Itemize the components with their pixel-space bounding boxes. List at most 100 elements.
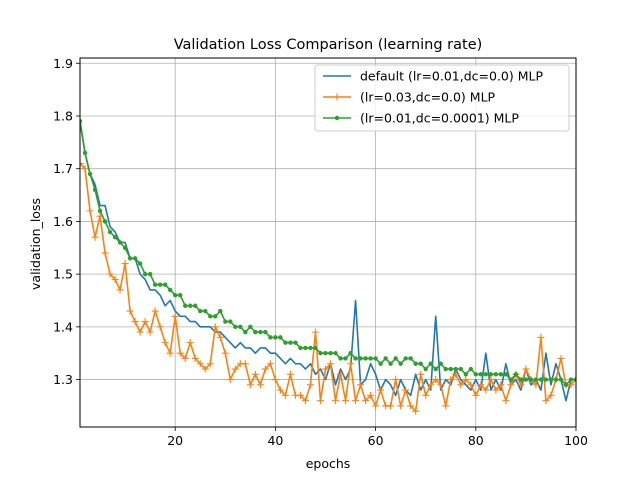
series-3-point	[483, 372, 489, 377]
series-2-point	[517, 381, 525, 389]
series-3-point	[453, 366, 458, 372]
series-3-point	[188, 303, 193, 308]
series-2-point	[342, 397, 350, 405]
series-3-point	[428, 361, 433, 366]
series-3-point	[363, 356, 368, 361]
series-3-point	[308, 345, 313, 351]
series-3-point	[183, 303, 188, 308]
series-2-point	[126, 307, 134, 315]
series-3-point	[338, 356, 343, 361]
series-3-point	[503, 372, 509, 377]
series-3-point	[513, 372, 519, 377]
series-3-point	[97, 208, 103, 214]
series-line-2	[80, 162, 576, 412]
y-tick-label: 1.3	[53, 372, 73, 387]
x-tick-label: 80	[468, 433, 484, 448]
series-3-point	[373, 356, 378, 361]
series-3-point	[142, 271, 148, 277]
y-tick-label: 1.5	[53, 267, 73, 282]
series-3-point	[533, 377, 539, 382]
series-2-point	[176, 349, 184, 357]
series-3-point	[228, 319, 233, 324]
series-2-point	[316, 397, 324, 405]
series-3-point	[348, 351, 353, 356]
series-3-point	[558, 377, 564, 382]
series-2-point	[502, 397, 510, 405]
series-3-point	[388, 361, 393, 366]
series-3-point	[223, 319, 228, 324]
x-tick-label: 100	[564, 433, 588, 448]
series-3-point	[358, 356, 363, 361]
series-2-point	[146, 328, 154, 336]
axes: 20 40 60 80 100 1.3 1.4 1.5 1.6 1.7 1.8 1.9	[53, 56, 588, 448]
series-3-point	[398, 361, 403, 366]
series-2-point	[497, 381, 505, 389]
series-2-point	[216, 333, 224, 341]
series-2-point	[281, 391, 289, 399]
series-2-point	[206, 360, 214, 368]
series-3-point	[288, 340, 293, 345]
series-2-point	[156, 323, 164, 331]
series-3-point	[248, 324, 253, 330]
series-3-point	[293, 340, 298, 345]
series-3-point	[198, 308, 203, 314]
series-2-point	[547, 391, 555, 399]
series-layer	[80, 119, 576, 415]
series-3-point	[258, 329, 263, 335]
series-3-point	[463, 372, 468, 377]
series-3-point	[172, 293, 178, 298]
series-2-point	[417, 370, 425, 378]
series-2-point	[106, 270, 114, 278]
series-2-point	[437, 381, 445, 389]
series-3-point	[268, 335, 273, 340]
series-3-point	[323, 351, 328, 356]
plot-frame	[79, 57, 577, 428]
series-2-point	[241, 360, 249, 368]
series-2-point	[276, 386, 284, 394]
series-2-point	[256, 381, 264, 389]
series-3-point	[303, 345, 308, 351]
series-3-point	[353, 356, 358, 361]
series-2-point	[266, 360, 274, 368]
series-2-point	[387, 402, 395, 410]
series-2-point	[462, 376, 470, 384]
series-2-point	[116, 286, 124, 294]
series-3-point	[102, 219, 108, 224]
series-3-point	[548, 377, 554, 382]
series-2-point	[332, 397, 340, 405]
series-3-point	[193, 303, 198, 308]
series-2-point	[567, 381, 575, 389]
series-3-point	[473, 372, 478, 377]
series-2-point	[201, 365, 209, 373]
series-2-point	[136, 328, 144, 336]
series-2-point	[487, 376, 495, 384]
series-2-point	[442, 402, 450, 410]
series-2-point	[347, 360, 355, 368]
series-3-point	[403, 356, 408, 361]
series-2-point	[196, 360, 204, 368]
series-3-point	[112, 235, 118, 240]
series-2-point	[321, 365, 329, 373]
series-2-point	[407, 402, 415, 410]
x-tick-label: 60	[368, 433, 384, 448]
series-2-point	[80, 159, 84, 167]
chart-title: Validation Loss Comparison (learning rat…	[174, 37, 483, 53]
series-3-point	[162, 282, 168, 287]
series-2-point	[211, 323, 219, 331]
series-3-point	[433, 366, 438, 372]
series-3-point	[383, 356, 388, 361]
series-3-point	[208, 314, 213, 319]
series-3-point	[478, 372, 484, 377]
legend-label-1: default (lr=0.01,dc=0.0) MLP	[360, 69, 543, 84]
series-2-point	[231, 365, 239, 373]
series-2-point	[191, 354, 199, 362]
y-tick-label: 1.4	[53, 319, 73, 334]
series-3-point	[438, 361, 443, 366]
y-tick-label: 1.6	[53, 214, 73, 229]
series-2-point	[131, 318, 139, 326]
series-2-point	[111, 275, 119, 283]
series-2-point	[472, 391, 480, 399]
series-2-point	[392, 376, 400, 384]
x-axis-label: epochs	[306, 456, 351, 471]
series-3-point	[488, 372, 494, 377]
